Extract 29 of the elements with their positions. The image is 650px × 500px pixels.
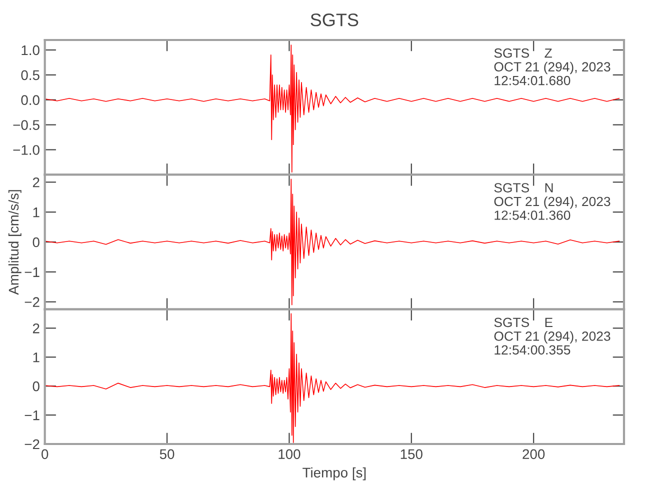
y-tick-label: −1 <box>24 410 40 420</box>
y-tick-label: 2 <box>32 177 40 188</box>
y-tick-label: 0.0 <box>21 95 40 106</box>
annotation: SGTS Z OCT 21 (294), 2023 12:54:01.680 <box>494 48 610 86</box>
y-tick-label: 1 <box>33 352 40 362</box>
y-tick-label: 0 <box>32 381 40 392</box>
x-tick-label: 200 <box>522 449 545 460</box>
y-tick-label: −0.5 <box>13 120 40 130</box>
x-tick-label: 50 <box>160 449 174 460</box>
y-tick-label: −2 <box>24 297 40 307</box>
y-tick-label: 0 <box>32 237 40 248</box>
y-tick-label: 1 <box>33 208 40 218</box>
annotation: SGTS E OCT 21 (294), 2023 12:54:00.355 <box>494 318 610 355</box>
line-series <box>44 178 620 306</box>
x-axis-title: Tiempo [s] <box>302 467 366 480</box>
chart-title: SGTS <box>310 14 358 26</box>
x-tick-label: 0 <box>42 449 48 460</box>
y-tick-label: 2 <box>32 323 40 334</box>
y-axis-title: Amplitud [cm/s/s] <box>8 190 22 295</box>
x-tick-label: 150 <box>400 449 422 460</box>
y-tick-label: −2 <box>24 439 40 450</box>
y-tick-label: −1.0 <box>13 145 40 155</box>
y-tick-label: −1 <box>24 267 40 277</box>
x-tick-label: 100 <box>278 449 300 460</box>
y-tick-label: 1.0 <box>22 45 40 56</box>
y-tick-label: 0.5 <box>21 70 40 80</box>
line-series <box>44 44 620 173</box>
annotation: SGTS N OCT 21 (294), 2023 12:54:01.360 <box>494 183 610 220</box>
line-series <box>44 313 620 443</box>
